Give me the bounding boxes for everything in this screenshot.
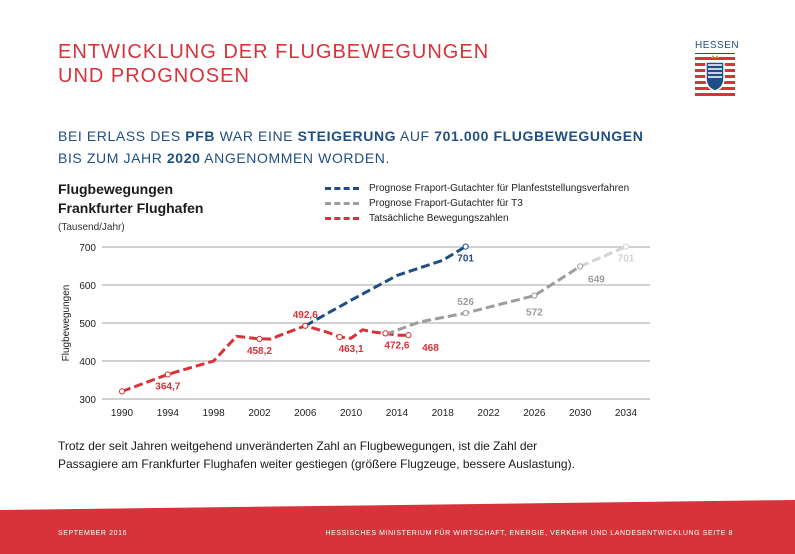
legend-label-t3: Prognose Fraport-Gutachter für T3 — [369, 198, 523, 209]
data-point-marker — [405, 332, 412, 339]
x-tick-label: 2018 — [432, 408, 455, 419]
headline-bold-steigerung: STEIGERUNG — [297, 128, 397, 144]
data-point-marker — [256, 335, 263, 342]
data-point-marker — [118, 388, 126, 395]
headline-bold-year: 2020 — [166, 150, 201, 166]
data-point-marker — [622, 243, 630, 250]
headline-text-4: BIS ZUM JAHR — [58, 150, 167, 166]
page-title-line2: UND PROGNOSEN — [58, 65, 250, 87]
legend-swatch-red — [325, 217, 359, 220]
chart-title-line2: Frankfurter Flughafen — [58, 200, 204, 216]
line-chart: 300 400 500 600 700 1990 1994 1998 2002 2006 2010 2… — [61, 243, 650, 419]
legend-swatch-grey — [325, 202, 359, 205]
x-tick-label: 2022 — [477, 408, 500, 419]
y-axis-label: Flugbewegungen — [61, 285, 72, 362]
x-tick-label: 2026 — [523, 408, 546, 419]
y-tick-label: 700 — [79, 243, 96, 254]
chart-title-line1: Flugbewegungen — [58, 181, 174, 197]
x-tick-label: 2006 — [294, 408, 317, 419]
hessen-logo: HESSEN — [695, 40, 739, 107]
x-tick-label: 2010 — [340, 408, 363, 419]
x-tick-label: 1994 — [157, 408, 180, 419]
data-label: 701 — [618, 254, 635, 265]
logo-text: HESSEN — [695, 40, 739, 54]
series-line-1 — [304, 245, 467, 328]
footer-ministry: HESSISCHES MINISTERIUM FÜR WIRTSCHAFT, E… — [325, 530, 733, 537]
series-line-0 — [121, 324, 409, 393]
headline-text-1: BEI ERLASS DES — [58, 128, 186, 144]
x-tick-label: 2034 — [615, 408, 638, 419]
footer-band — [0, 500, 795, 554]
data-label: 463,1 — [339, 344, 364, 355]
legend-item-pfv: Prognose Fraport-Gutachter für Planfests… — [325, 181, 629, 196]
page-title: ENTWICKLUNG DER FLUGBEWEGUNGEN UND PROGN… — [58, 40, 489, 88]
headline-text-2: WAR EINE — [215, 128, 298, 144]
legend-label-actual: Tatsächliche Bewegungszahlen — [369, 213, 509, 224]
headline-bold-pfb: PFB — [185, 128, 216, 144]
headline-text-3: AUF — [396, 128, 435, 144]
footer-date: SEPTEMBER 2016 — [58, 530, 128, 537]
footnote-line2: Passagiere am Frankfurter Flughafen weit… — [58, 457, 575, 471]
data-label: 701 — [457, 254, 474, 265]
data-label: 492,6 — [293, 310, 318, 321]
y-tick-label: 500 — [79, 319, 96, 330]
x-tick-label: 2030 — [569, 408, 592, 419]
data-point-marker — [531, 292, 538, 299]
chart-title: Flugbewegungen Frankfurter Flughafen — [58, 180, 203, 218]
x-tick-label: 1990 — [111, 408, 134, 419]
legend-label-pfv: Prognose Fraport-Gutachter für Planfests… — [369, 183, 630, 194]
data-label: 468 — [422, 343, 439, 354]
data-label: 649 — [588, 274, 605, 285]
y-tick-label: 300 — [79, 395, 96, 406]
chart-legend: Prognose Fraport-Gutachter für Planfests… — [325, 181, 629, 226]
legend-item-t3: Prognose Fraport-Gutachter für T3 — [325, 196, 629, 211]
chart-unit-label: (Tausend/Jahr) — [58, 222, 125, 233]
x-tick-label: 1998 — [203, 408, 226, 419]
data-point-marker — [462, 310, 469, 317]
series-line-2 — [384, 265, 582, 336]
data-label: 472,6 — [384, 340, 409, 351]
y-tick-label: 400 — [79, 357, 96, 368]
x-tick-label: 2014 — [386, 408, 409, 419]
data-point-marker — [462, 243, 469, 250]
footnote: Trotz der seit Jahren weitgehend unverän… — [58, 437, 698, 473]
data-label: 458,2 — [247, 346, 272, 357]
x-tick-label: 2002 — [248, 408, 271, 419]
y-tick-label: 600 — [79, 281, 96, 292]
headline-text-5: ANGENOMMEN WORDEN. — [200, 150, 390, 166]
data-label: 572 — [526, 308, 543, 319]
headline: BEI ERLASS DES PFB WAR EINE STEIGERUNG A… — [58, 125, 698, 169]
data-point-marker — [164, 371, 171, 378]
data-label: 526 — [457, 297, 474, 308]
legend-swatch-blue — [325, 187, 359, 190]
data-point-marker — [336, 333, 343, 341]
data-label: 364,7 — [155, 381, 180, 392]
series-line-3 — [579, 245, 627, 268]
data-point-marker — [577, 263, 584, 270]
coat-of-arms-icon — [695, 55, 735, 96]
headline-bold-count: 701.000 FLUGBEWEGUNGEN — [434, 128, 644, 144]
page-title-line1: ENTWICKLUNG DER FLUGBEWEGUNGEN — [58, 41, 490, 63]
data-point-marker — [382, 330, 389, 337]
data-point-marker — [302, 322, 309, 329]
legend-item-actual: Tatsächliche Bewegungszahlen — [325, 211, 629, 226]
footnote-line1: Trotz der seit Jahren weitgehend unverän… — [58, 439, 538, 453]
